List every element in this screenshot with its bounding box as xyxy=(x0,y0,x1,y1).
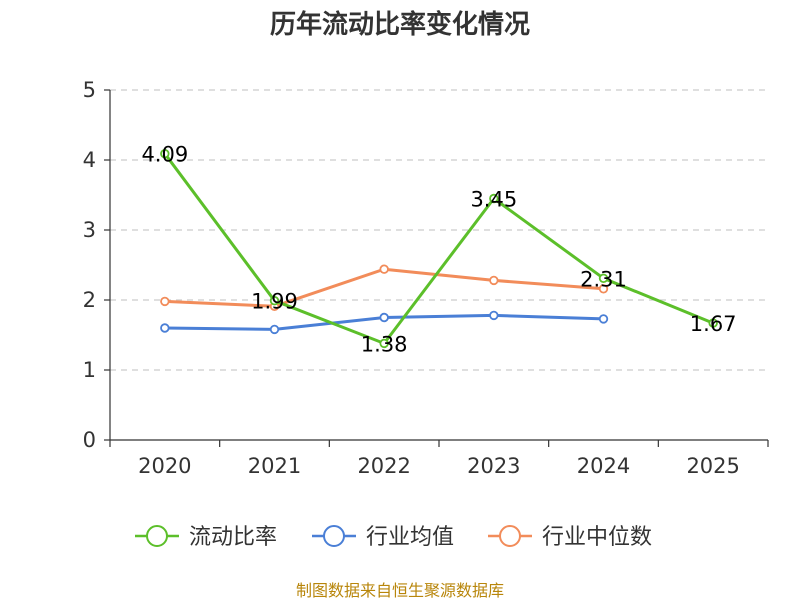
data-point[interactable] xyxy=(489,193,499,204)
data-point[interactable] xyxy=(160,148,170,159)
data-point[interactable] xyxy=(489,310,499,321)
legend-label[interactable]: 行业均值 xyxy=(366,525,454,550)
legend-label[interactable]: 流动比率 xyxy=(189,525,277,550)
data-label: 2.31 xyxy=(580,267,627,291)
data-label: 1.99 xyxy=(251,290,298,314)
data-label: 1.67 xyxy=(690,312,737,336)
y-tick-label: 2 xyxy=(83,288,96,312)
data-point[interactable] xyxy=(598,284,609,294)
series-line xyxy=(163,152,714,345)
x-tick-label: 2021 xyxy=(248,454,301,478)
y-tick-label: 5 xyxy=(83,78,96,102)
y-tick-label: 4 xyxy=(83,148,96,172)
data-point[interactable] xyxy=(269,296,280,306)
data-label: 1.38 xyxy=(361,332,408,356)
legend-marker[interactable] xyxy=(146,525,168,547)
chart-title: 历年流动比率变化情况 xyxy=(270,9,530,40)
x-tick-label: 2023 xyxy=(467,454,520,478)
data-label: 4.09 xyxy=(141,143,188,167)
x-tick-label: 2025 xyxy=(686,454,739,478)
y-tick-label: 3 xyxy=(83,218,96,242)
data-point[interactable] xyxy=(598,314,609,324)
x-tick-label: 2024 xyxy=(577,454,630,478)
legend-label[interactable]: 行业中位数 xyxy=(542,525,652,550)
y-tick-label: 0 xyxy=(83,428,96,452)
legend-marker[interactable] xyxy=(499,525,521,547)
data-point[interactable] xyxy=(160,323,170,333)
data-point[interactable] xyxy=(489,275,499,286)
y-tick-label: 1 xyxy=(83,358,96,382)
data-point[interactable] xyxy=(269,324,280,335)
data-point[interactable] xyxy=(598,273,609,283)
legend-marker[interactable] xyxy=(323,525,345,547)
x-tick-label: 2020 xyxy=(138,454,191,478)
data-point[interactable] xyxy=(708,318,718,328)
data-source-note: 制图数据来自恒生聚源数据库 xyxy=(296,581,504,600)
data-label: 3.45 xyxy=(470,188,517,212)
x-tick-label: 2022 xyxy=(357,454,410,478)
data-point[interactable] xyxy=(160,296,170,307)
series-line xyxy=(164,267,604,308)
data-point[interactable] xyxy=(379,338,389,349)
data-point[interactable] xyxy=(379,312,389,323)
data-point[interactable] xyxy=(379,264,389,274)
